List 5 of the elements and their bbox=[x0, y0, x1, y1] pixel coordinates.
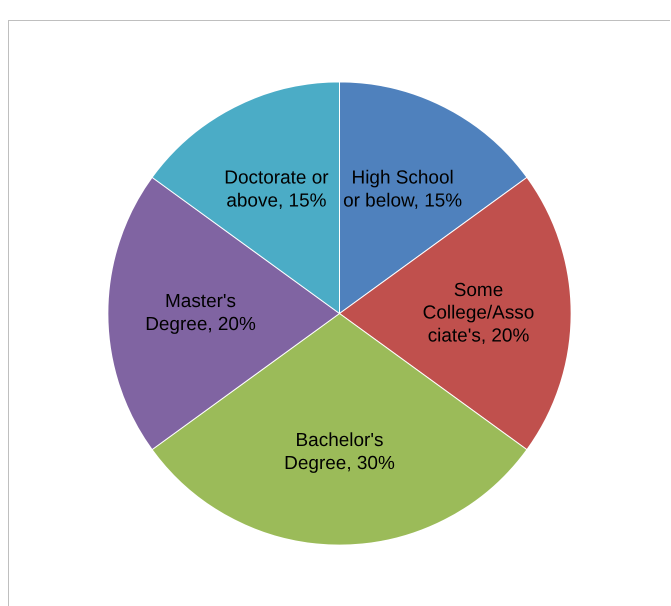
slice-label: Master's Degree, 20% bbox=[145, 291, 256, 336]
slice-label: Bachelor's Degree, 30% bbox=[284, 430, 395, 474]
slice-label: High School or below, 15% bbox=[343, 167, 462, 212]
slice-label: Doctorate or above, 15% bbox=[224, 167, 329, 212]
slice-label: Some College/Associate's, 20% bbox=[422, 280, 534, 347]
